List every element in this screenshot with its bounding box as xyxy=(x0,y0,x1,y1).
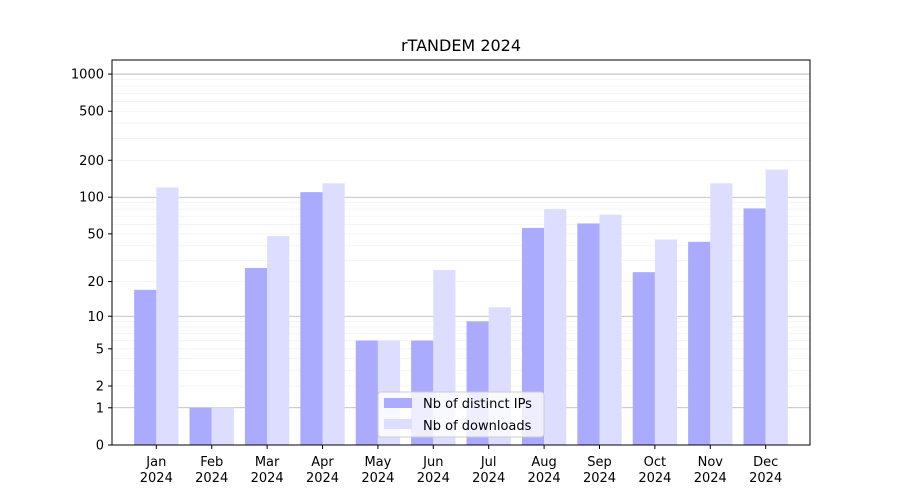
y-tick-label: 0 xyxy=(96,439,104,454)
bar-downloads xyxy=(654,239,678,445)
bar-distinct-ips xyxy=(355,340,378,445)
legend: Nb of distinct IPs Nb of downloads xyxy=(377,391,545,438)
bar-downloads xyxy=(267,236,290,445)
y-tick-label: 2 xyxy=(96,380,104,395)
legend-swatch-distinct-ips xyxy=(384,398,412,408)
bar-distinct-ips xyxy=(577,223,600,445)
legend-swatch-downloads xyxy=(384,419,412,429)
bar-distinct-ips xyxy=(300,192,323,445)
bar-downloads xyxy=(544,209,567,445)
legend-box xyxy=(377,391,545,438)
y-tick-label: 5 xyxy=(96,342,104,357)
x-tick-label: Jan 2024 xyxy=(140,455,173,486)
legend-label-downloads: Nb of downloads xyxy=(423,419,532,434)
bar-downloads xyxy=(322,183,345,445)
x-tick-label: Nov 2024 xyxy=(694,455,727,486)
x-tick-label: Jun 2024 xyxy=(417,455,450,486)
y-tick-label: 1000 xyxy=(71,68,104,83)
bar-distinct-ips xyxy=(189,407,212,445)
plot-frame xyxy=(111,59,811,446)
bar-distinct-ips xyxy=(521,227,545,445)
bar-downloads xyxy=(765,169,788,445)
x-tick-label: Oct 2024 xyxy=(638,455,671,486)
bar-distinct-ips xyxy=(134,289,157,445)
legend-label-distinct-ips: Nb of distinct IPs xyxy=(423,397,532,412)
x-tick-label: Sep 2024 xyxy=(583,455,616,486)
y-tick-label: 200 xyxy=(79,154,104,169)
x-axis-ticks: Jan 2024 Feb 2024 Mar 2024 Apr 2024 May 2024 Jun 20… xyxy=(140,445,782,486)
x-tick-label: Mar 2024 xyxy=(251,455,284,486)
bars xyxy=(134,169,788,446)
x-tick-label: Apr 2024 xyxy=(306,455,339,486)
x-tick-label: Feb 2024 xyxy=(195,455,228,486)
x-tick-label: May 2024 xyxy=(361,455,394,486)
bar-downloads xyxy=(156,187,179,446)
y-tick-label: 50 xyxy=(87,227,104,242)
y-tick-label: 500 xyxy=(79,105,104,120)
bar-downloads xyxy=(211,407,234,445)
bar-distinct-ips xyxy=(632,272,655,445)
bar-downloads xyxy=(710,183,733,445)
y-tick-label: 100 xyxy=(79,191,104,206)
y-tick-label: 1 xyxy=(96,401,104,416)
bar-distinct-ips xyxy=(244,268,268,445)
bar-distinct-ips xyxy=(743,208,766,445)
y-tick-label: 10 xyxy=(87,310,104,325)
y-tick-label: 20 xyxy=(87,275,104,290)
bar-distinct-ips xyxy=(688,241,711,445)
bar-downloads xyxy=(599,214,622,445)
x-tick-label: Aug 2024 xyxy=(528,455,561,486)
y-axis-ticks: 0 1 2 5 10 20 50 100 200 500 1000 xyxy=(71,68,112,454)
x-tick-label: Dec 2024 xyxy=(749,455,782,486)
x-tick-label: Jul 2024 xyxy=(472,455,505,486)
chart-title: rTANDEM 2024 xyxy=(401,36,521,55)
